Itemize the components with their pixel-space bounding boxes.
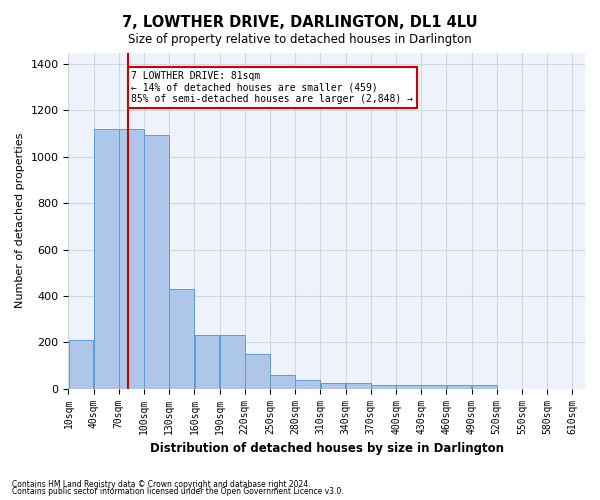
Bar <box>421 385 446 388</box>
Bar <box>169 289 194 388</box>
Bar <box>68 340 94 388</box>
Bar <box>94 129 119 388</box>
Bar <box>295 380 320 388</box>
Text: 7, LOWTHER DRIVE, DARLINGTON, DL1 4LU: 7, LOWTHER DRIVE, DARLINGTON, DL1 4LU <box>122 15 478 30</box>
Y-axis label: Number of detached properties: Number of detached properties <box>15 133 25 308</box>
Bar <box>245 354 270 388</box>
X-axis label: Distribution of detached houses by size in Darlington: Distribution of detached houses by size … <box>150 442 504 455</box>
Bar <box>194 335 220 388</box>
Text: 7 LOWTHER DRIVE: 81sqm
← 14% of detached houses are smaller (459)
85% of semi-de: 7 LOWTHER DRIVE: 81sqm ← 14% of detached… <box>131 71 413 104</box>
Bar <box>346 383 371 388</box>
Bar <box>220 335 245 388</box>
Bar <box>320 383 346 388</box>
Bar <box>396 385 421 388</box>
Bar <box>144 135 169 388</box>
Bar <box>472 386 497 388</box>
Bar <box>270 376 295 388</box>
Text: Size of property relative to detached houses in Darlington: Size of property relative to detached ho… <box>128 32 472 46</box>
Bar <box>119 129 144 388</box>
Text: Contains public sector information licensed under the Open Government Licence v3: Contains public sector information licen… <box>12 488 344 496</box>
Text: Contains HM Land Registry data © Crown copyright and database right 2024.: Contains HM Land Registry data © Crown c… <box>12 480 311 489</box>
Bar <box>446 385 472 388</box>
Bar <box>371 385 396 388</box>
